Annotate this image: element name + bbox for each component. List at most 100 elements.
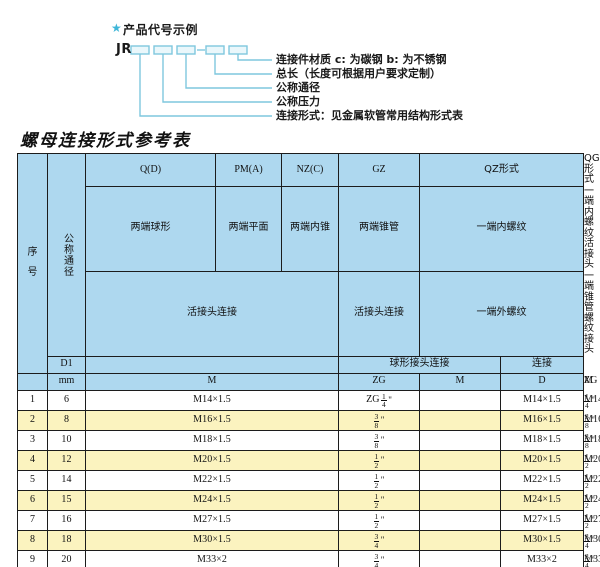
header-seq-top: 序 <box>27 247 38 259</box>
cell-nominal-diameter: 8 <box>47 409 86 431</box>
cell-seq: 3 <box>17 429 48 451</box>
header-row-union: 活接头连接 活接头连接 一端外螺纹 一端锥管螺纹接头 <box>18 270 594 357</box>
cell-nominal-diameter: 12 <box>47 449 86 471</box>
cell-qz-d: M14×1.5 <box>499 389 585 411</box>
code-label-material: 连接件材质 c: 为碳钢 b: 为不锈钢 <box>276 53 447 66</box>
cell-gz-zg: 3 8 " <box>338 409 420 431</box>
header-end-qz: 一端内螺纹 <box>418 185 585 272</box>
cell-qz-m <box>419 389 501 411</box>
header-end-nzc: 两端内锥 <box>281 185 339 272</box>
code-box-5 <box>228 45 248 55</box>
cell-seq: 5 <box>17 469 48 491</box>
cell-seq: 1 <box>17 389 48 411</box>
cell-qz-d: M27×1.5 <box>499 509 585 531</box>
header-code-nzc: NZ(C) <box>281 153 339 187</box>
header-unit-blank <box>17 372 48 391</box>
cell-gz-zg: 1 2 " <box>338 469 420 491</box>
header-end-gz: 两端锥管 <box>338 185 420 272</box>
header-union-gz: 活接头连接 <box>338 270 420 357</box>
header-row-codes: 序号 公称通径 Q(D) PM(A) NZ(C) GZ QZ形式 QG形式 <box>17 153 600 374</box>
cell-qz-d: M33×2 <box>499 549 585 567</box>
cell-thread-m-left: M22×1.5 <box>85 469 339 491</box>
cell-seq: 9 <box>17 549 48 567</box>
cell-thread-m-left: M14×1.5 <box>85 389 339 411</box>
header-code-pma: PM(A) <box>215 153 282 187</box>
cell-seq: 8 <box>17 529 48 551</box>
table-body: 16M14×1.5ZG14"M14×1.5M14×1.514"28M16×1.5… <box>17 389 600 567</box>
leader-line-5 <box>139 54 272 117</box>
cell-seq: 4 <box>17 449 48 471</box>
cell-thread-m-left: M16×1.5 <box>85 409 339 431</box>
code-label-nominal-diameter: 公称通径 <box>276 81 320 94</box>
leader-line-1 <box>237 54 272 61</box>
cell-qz-m <box>419 469 501 491</box>
header-code-qz: QZ形式 <box>418 153 585 187</box>
header-union-qz: 一端外螺纹 <box>418 270 585 357</box>
cell-qz-d: M20×1.5 <box>499 449 585 471</box>
table-title: 螺母连接形式参考表 <box>20 131 191 151</box>
cell-seq: 2 <box>17 409 48 431</box>
code-box-4 <box>205 45 225 55</box>
header-nominal-diameter: 公称通径 <box>47 153 86 357</box>
header-unit-mm: mm <box>47 372 86 391</box>
code-prefix: JR <box>116 42 132 57</box>
cell-qz-m <box>419 449 501 471</box>
cell-nominal-diameter: 10 <box>47 429 86 451</box>
header-blank-left <box>85 355 339 374</box>
cell-qz-m <box>419 509 501 531</box>
cell-nominal-diameter: 15 <box>47 489 86 511</box>
star-icon: ★ <box>111 21 122 35</box>
header-code-gz: GZ <box>338 153 420 187</box>
diagram-heading: 产品代号示例 <box>123 23 199 37</box>
header-code-qd: Q(D) <box>85 153 216 187</box>
code-label-nominal-pressure: 公称压力 <box>276 95 320 108</box>
cell-nominal-diameter: 20 <box>47 549 86 567</box>
cell-thread-m-left: M30×1.5 <box>85 529 339 551</box>
cell-qz-d: M16×1.5 <box>499 409 585 431</box>
nut-connection-spec-table: 序号 公称通径 Q(D) PM(A) NZ(C) GZ QZ形式 QG形式 两端… <box>17 153 600 567</box>
header-d1: D1 <box>47 355 86 374</box>
cell-thread-m-left: M27×1.5 <box>85 509 339 531</box>
cell-gz-zg: 1 2 " <box>338 489 420 511</box>
code-box-3 <box>176 45 196 55</box>
cell-qz-d: M30×1.5 <box>499 529 585 551</box>
code-box-2 <box>153 45 173 55</box>
header-end-qd: 两端球形 <box>85 185 216 272</box>
cell-nominal-diameter: 14 <box>47 469 86 491</box>
cell-thread-m-left: M33×2 <box>85 549 339 567</box>
header-seq: 序号 <box>17 153 48 374</box>
cell-gz-zg: 1 2 " <box>338 509 420 531</box>
cell-qz-d: M24×1.5 <box>499 489 585 511</box>
cell-seq: 6 <box>17 489 48 511</box>
cell-qz-m <box>419 529 501 551</box>
header-unit-zg-gz: ZG <box>338 372 420 391</box>
header-ball-qz: 球形接头连接 <box>338 355 501 374</box>
cell-gz-zg: ZG 1 4 " <box>338 389 420 411</box>
leader-line-3 <box>185 54 272 89</box>
code-label-total-length: 总长（长度可根据用户要求定制） <box>276 67 441 80</box>
cell-qz-d: M22×1.5 <box>499 469 585 491</box>
cell-gz-zg: 1 2 " <box>338 449 420 471</box>
cell-gz-zg: 3 4 " <box>338 549 420 567</box>
cell-nominal-diameter: 6 <box>47 389 86 411</box>
cell-nominal-diameter: 18 <box>47 529 86 551</box>
header-row-ends: 两端球形 两端平面 两端内锥 两端锥管 一端内螺纹 一端内螺纹活接头 <box>18 185 594 272</box>
cell-nominal-diameter: 16 <box>47 509 86 531</box>
cell-qz-d: M18×1.5 <box>499 429 585 451</box>
header-seq-bottom: 号 <box>27 267 38 279</box>
header-row-units: mm M ZG M D M ZG <box>17 372 597 391</box>
cell-gz-zg: 3 8 " <box>338 429 420 451</box>
header-unit-d-qz: D <box>499 372 585 391</box>
cell-thread-m-left: M18×1.5 <box>85 429 339 451</box>
code-box-1 <box>130 45 150 55</box>
cell-gz-zg: 3 4 " <box>338 529 420 551</box>
